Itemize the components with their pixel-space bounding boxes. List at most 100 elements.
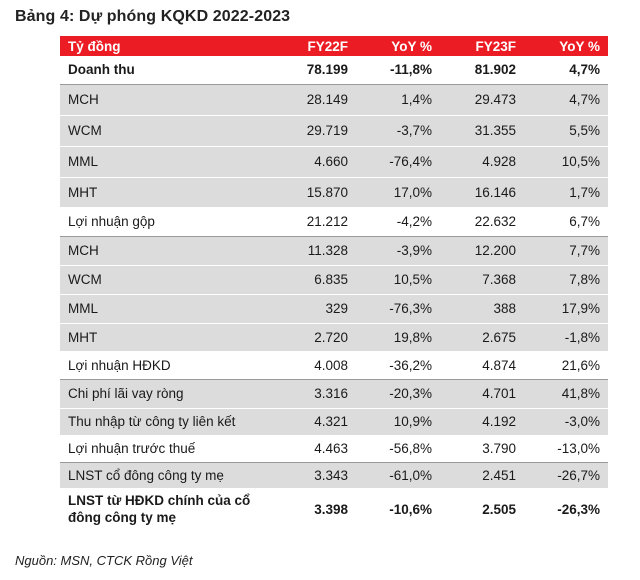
table-row: Doanh thu 78.199 -11,8% 81.902 4,7% (60, 56, 608, 85)
cell-yoy-22: -4,2% (356, 207, 440, 237)
table-header-row: Tỷ đồng FY22F YoY % FY23F YoY % (60, 36, 608, 56)
cell-fy22f: 4.463 (272, 435, 356, 463)
cell-fy23f: 31.355 (440, 115, 524, 147)
table-row: WCM 6.835 10,5% 7.368 7,8% (60, 265, 608, 295)
cell-yoy-22: -36,2% (356, 351, 440, 380)
cell-yoy-23: -26,3% (524, 488, 608, 531)
cell-fy22f: 6.835 (272, 265, 356, 295)
cell-yoy-23: 21,6% (524, 351, 608, 380)
cell-fy22f: 28.149 (272, 84, 356, 116)
cell-yoy-23: -3,0% (524, 408, 608, 436)
cell-yoy-23: 17,9% (524, 294, 608, 324)
table-row: Thu nhập từ công ty liên kết 4.321 10,9% 4.… (60, 408, 608, 436)
forecast-table: Tỷ đồng FY22F YoY % FY23F YoY % Doanh th… (60, 36, 608, 531)
row-label: WCM (60, 265, 272, 295)
cell-yoy-22: -11,8% (356, 56, 440, 85)
cell-yoy-22: -20,3% (356, 379, 440, 409)
cell-yoy-23: 1,7% (524, 177, 608, 208)
table-row: MHT 2.720 19,8% 2.675 -1,8% (60, 323, 608, 352)
header-fy22f: FY22F (272, 36, 356, 56)
row-label: Lợi nhuận HĐKD (60, 351, 272, 380)
cell-yoy-23: 10,5% (524, 146, 608, 178)
cell-yoy-22: 10,5% (356, 265, 440, 295)
cell-yoy-23: -13,0% (524, 435, 608, 463)
table-row: Lợi nhuận trước thuế 4.463 -56,8% 3.790 -13,… (60, 435, 608, 463)
cell-yoy-22: -61,0% (356, 462, 440, 489)
cell-fy22f: 4.660 (272, 146, 356, 178)
cell-yoy-22: -76,3% (356, 294, 440, 324)
cell-fy23f: 3.790 (440, 435, 524, 463)
cell-fy23f: 2.675 (440, 323, 524, 352)
cell-fy22f: 4.321 (272, 408, 356, 436)
cell-fy22f: 78.199 (272, 56, 356, 85)
header-yoy-23: YoY % (524, 36, 608, 56)
cell-fy22f: 29.719 (272, 115, 356, 147)
cell-yoy-23: 4,7% (524, 84, 608, 116)
cell-fy22f: 11.328 (272, 236, 356, 266)
cell-yoy-22: 17,0% (356, 177, 440, 208)
row-label: LNST cổ đông công ty mẹ (60, 462, 272, 489)
cell-fy22f: 329 (272, 294, 356, 324)
row-label: MML (60, 294, 272, 324)
cell-yoy-23: 7,8% (524, 265, 608, 295)
cell-fy22f: 21.212 (272, 207, 356, 237)
cell-fy23f: 7.368 (440, 265, 524, 295)
cell-fy23f: 2.451 (440, 462, 524, 489)
table-row: Lợi nhuận gộp 21.212 -4,2% 22.632 6,7% (60, 207, 608, 237)
row-label: LNST từ HĐKD chính của cổ đông công ty m… (60, 488, 272, 531)
row-label: MHT (60, 323, 272, 352)
header-fy23f: FY23F (440, 36, 524, 56)
cell-fy23f: 4.874 (440, 351, 524, 380)
cell-yoy-23: 7,7% (524, 236, 608, 266)
cell-yoy-23: 41,8% (524, 379, 608, 409)
row-label: MCH (60, 84, 272, 116)
cell-fy23f: 16.146 (440, 177, 524, 208)
cell-fy23f: 12.200 (440, 236, 524, 266)
table-row: LNST cổ đông công ty mẹ 3.343 -61,0% 2.451-… (60, 462, 608, 489)
table-row: MCH 28.149 1,4% 29.473 4,7% (60, 84, 608, 116)
cell-fy22f: 3.343 (272, 462, 356, 489)
cell-yoy-23: 6,7% (524, 207, 608, 237)
cell-yoy-23: -1,8% (524, 323, 608, 352)
cell-fy23f: 4.192 (440, 408, 524, 436)
row-label: WCM (60, 115, 272, 147)
header-unit: Tỷ đồng (60, 36, 272, 56)
cell-yoy-23: 4,7% (524, 56, 608, 85)
table-row: WCM 29.719 -3,7% 31.355 5,5% (60, 115, 608, 147)
cell-yoy-22: 19,8% (356, 323, 440, 352)
cell-yoy-22: 10,9% (356, 408, 440, 436)
row-label: Chi phí lãi vay ròng (60, 379, 272, 409)
cell-fy23f: 4.928 (440, 146, 524, 178)
row-label: Doanh thu (60, 56, 272, 85)
table-row: Lợi nhuận HĐKD 4.008 -36,2% 4.874 21,6% (60, 351, 608, 380)
table-row: Chi phí lãi vay ròng 3.316 -20,3% 4.701 41,8… (60, 379, 608, 409)
cell-fy23f: 4.701 (440, 379, 524, 409)
table-title: Bảng 4: Dự phóng KQKD 2022-2023 (15, 8, 291, 25)
cell-yoy-22: -3,9% (356, 236, 440, 266)
cell-yoy-22: -76,4% (356, 146, 440, 178)
table-row: MML 329 -76,3% 388 17,9% (60, 294, 608, 324)
cell-yoy-23: -26,7% (524, 462, 608, 489)
cell-yoy-22: -10,6% (356, 488, 440, 531)
table-body: Doanh thu 78.199 -11,8% 81.902 4,7% MCH 28.149… (60, 56, 608, 531)
cell-fy22f: 15.870 (272, 177, 356, 208)
cell-fy22f: 2.720 (272, 323, 356, 352)
cell-fy23f: 22.632 (440, 207, 524, 237)
table-row: MHT 15.870 17,0% 16.146 1,7% (60, 177, 608, 208)
row-label: MHT (60, 177, 272, 208)
table-row: MML 4.660 -76,4% 4.928 10,5% (60, 146, 608, 178)
row-label: MML (60, 146, 272, 178)
cell-yoy-22: -3,7% (356, 115, 440, 147)
cell-fy23f: 388 (440, 294, 524, 324)
cell-yoy-22: -56,8% (356, 435, 440, 463)
row-label: Lợi nhuận gộp (60, 207, 272, 237)
cell-yoy-22: 1,4% (356, 84, 440, 116)
source-note: Nguồn: MSN, CTCK Rồng Việt (15, 553, 193, 568)
row-label: MCH (60, 236, 272, 266)
table-row: LNST từ HĐKD chính của cổ đông công ty m… (60, 488, 608, 531)
cell-fy22f: 4.008 (272, 351, 356, 380)
row-label: Lợi nhuận trước thuế (60, 435, 272, 463)
cell-yoy-23: 5,5% (524, 115, 608, 147)
cell-fy23f: 29.473 (440, 84, 524, 116)
header-yoy-22: YoY % (356, 36, 440, 56)
